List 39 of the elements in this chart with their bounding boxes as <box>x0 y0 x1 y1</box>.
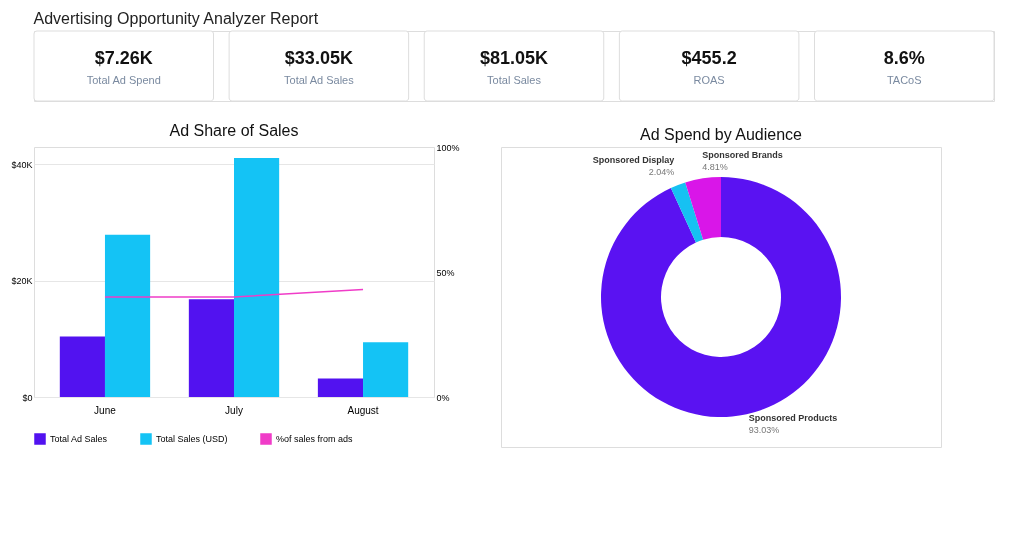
y-tick-label: $40K <box>11 159 33 170</box>
x-tick-label: June <box>94 404 117 416</box>
y2-tick-label: 0% <box>436 392 450 403</box>
legend-label: %of sales from ads <box>276 434 354 444</box>
text: Total Ad Sales <box>284 74 355 87</box>
text: $7.26K <box>94 48 153 68</box>
y2-tick-label: 50% <box>436 267 455 278</box>
text: Total Sales <box>487 74 542 87</box>
text: Advertising Opportunity Analyzer Report <box>33 9 319 27</box>
donut-slice <box>685 177 721 240</box>
slice-label: Sponsored Products <box>748 412 838 423</box>
text: $33.05K <box>284 48 353 68</box>
bar <box>104 234 151 397</box>
chart-title: Ad Share of Sales <box>169 122 299 139</box>
slice-label: Sponsored Brands <box>702 150 783 160</box>
text: 8.6% <box>883 48 925 68</box>
x-tick-label: August <box>347 404 379 416</box>
text: Total Ad Spend <box>86 74 161 87</box>
donut-slice <box>670 182 704 243</box>
bar <box>59 336 105 397</box>
bar <box>363 342 409 397</box>
text: TACoS <box>886 74 922 87</box>
data-label: 2.04% <box>648 166 675 177</box>
bar <box>317 378 364 397</box>
slice-label: Sponsored Display <box>592 154 675 165</box>
data-label: 4.81% <box>702 162 728 172</box>
legend-label: Total Sales (USD) <box>156 434 228 444</box>
bar <box>188 299 234 397</box>
text: $455.2 <box>681 48 737 68</box>
bar <box>234 158 280 397</box>
data-label: 93.03% <box>748 424 780 435</box>
chart-title: Ad Spend by Audience <box>640 126 803 143</box>
text: $81.05K <box>479 48 549 68</box>
y-tick-label: $0 <box>22 392 33 403</box>
y2-tick-label: 100% <box>436 142 460 153</box>
x-tick-label: July <box>225 404 243 416</box>
text: ROAS <box>693 74 725 87</box>
legend-label: Total Ad Sales <box>50 434 108 444</box>
y-tick-label: $20K <box>11 276 33 287</box>
